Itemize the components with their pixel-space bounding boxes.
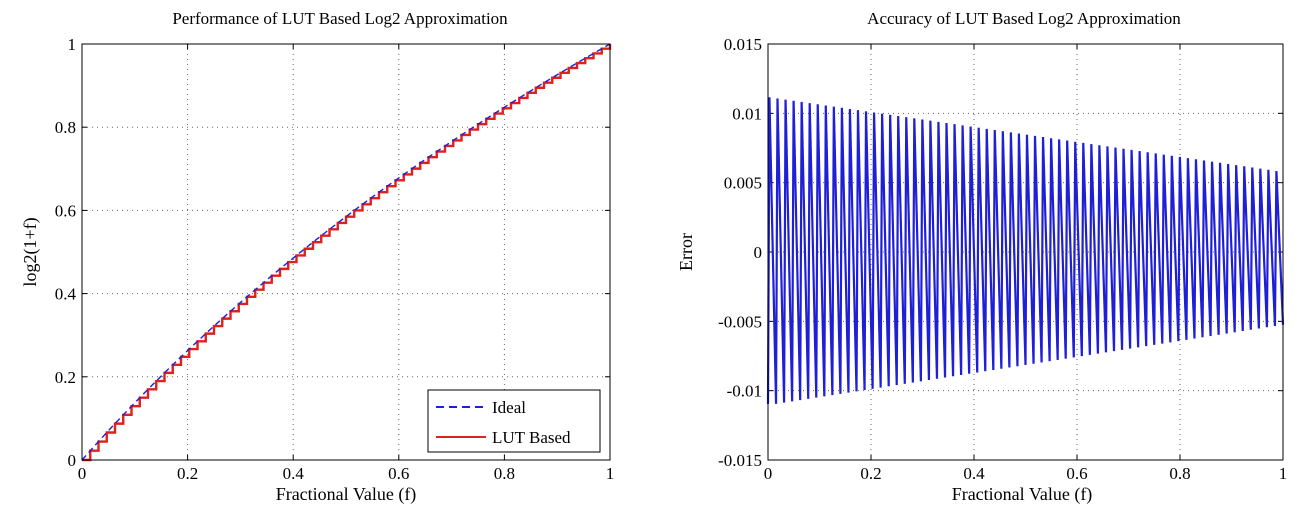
series-lut-based-line: [82, 44, 612, 462]
x-tick-label: 0.6: [1066, 464, 1087, 483]
x-tick-label: 0: [78, 464, 87, 483]
accuracy-chart: Accuracy of LUT Based Log2 Approximation…: [676, 9, 1287, 505]
y-tick-label: 0: [68, 451, 77, 470]
y-tick-labels: -0.015 -0.01 -0.005 0 0.005 0.01 0.015: [718, 35, 762, 470]
x-tick-label: 0.8: [494, 464, 515, 483]
x-tick-label: 0.4: [283, 464, 305, 483]
series-error-line: [766, 97, 1285, 404]
x-tick-label: 0.2: [860, 464, 881, 483]
legend: Ideal LUT Based: [427, 389, 601, 453]
series-group: [81, 43, 612, 462]
y-tick-label: -0.005: [718, 312, 762, 331]
x-tick-label: 0.4: [963, 464, 985, 483]
y-tick-label: 0: [754, 243, 763, 262]
plot-area: [767, 43, 1284, 461]
y-tick-label: 0.6: [55, 201, 76, 220]
legend-label-ideal: Ideal: [492, 398, 526, 417]
x-tick-label: 1: [606, 464, 615, 483]
y-tick-label: -0.01: [727, 382, 762, 401]
y-tick-label: 0.01: [732, 104, 762, 123]
chart-title: Accuracy of LUT Based Log2 Approximation: [867, 9, 1181, 28]
plot-area: [81, 43, 611, 461]
y-tick-label: 0.005: [724, 174, 762, 193]
y-tick-label: 0.015: [724, 35, 762, 54]
legend-box: [427, 389, 601, 453]
y-tick-label: 0.2: [55, 368, 76, 387]
x-tick-label: 0.8: [1169, 464, 1190, 483]
series-group: [766, 97, 1285, 404]
x-axis-label: Fractional Value (f): [952, 484, 1093, 505]
y-tick-label: -0.015: [718, 451, 762, 470]
x-tick-label: 0.6: [388, 464, 409, 483]
x-axis-label: Fractional Value (f): [276, 484, 417, 505]
x-tick-labels: 0 0.2 0.4 0.6 0.8 1: [764, 464, 1288, 483]
y-axis-label: log2(1+f): [20, 217, 41, 286]
y-tick-label: 0.4: [55, 285, 77, 304]
y-tick-labels: 0 0.2 0.4 0.6 0.8 1: [55, 35, 77, 470]
y-tick-label: 0.8: [55, 118, 76, 137]
x-tick-labels: 0 0.2 0.4 0.6 0.8 1: [78, 464, 615, 483]
x-tick-label: 0.2: [177, 464, 198, 483]
series-ideal-line: [81, 43, 611, 461]
performance-chart: Performance of LUT Based Log2 Approximat…: [20, 9, 614, 505]
legend-label-lut: LUT Based: [492, 428, 571, 447]
x-tick-label: 1: [1279, 464, 1288, 483]
y-axis-label: Error: [676, 233, 696, 271]
x-tick-label: 0: [764, 464, 773, 483]
y-tick-label: 1: [68, 35, 77, 54]
chart-title: Performance of LUT Based Log2 Approximat…: [172, 9, 508, 28]
